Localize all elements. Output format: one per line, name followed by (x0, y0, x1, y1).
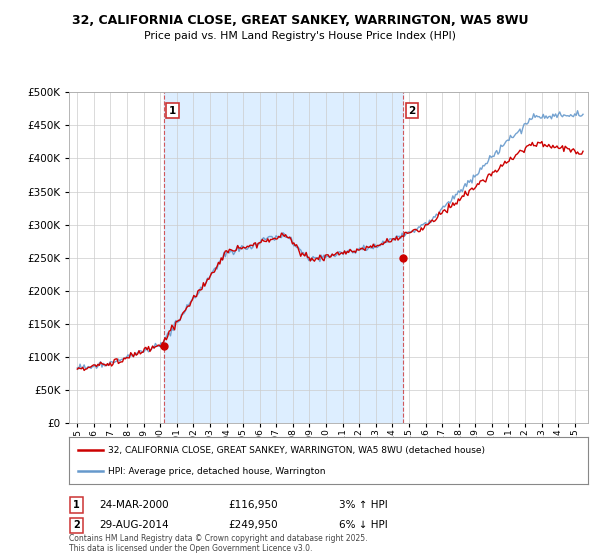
Text: 2: 2 (73, 520, 80, 530)
Text: 24-MAR-2000: 24-MAR-2000 (99, 500, 169, 510)
Text: 6% ↓ HPI: 6% ↓ HPI (339, 520, 388, 530)
Text: £249,950: £249,950 (228, 520, 278, 530)
Text: 1: 1 (73, 500, 80, 510)
Bar (164, 92, 403, 423)
Text: 32, CALIFORNIA CLOSE, GREAT SANKEY, WARRINGTON, WA5 8WU (detached house): 32, CALIFORNIA CLOSE, GREAT SANKEY, WARR… (108, 446, 485, 455)
Text: 29-AUG-2014: 29-AUG-2014 (99, 520, 169, 530)
Text: HPI: Average price, detached house, Warrington: HPI: Average price, detached house, Warr… (108, 466, 325, 475)
Text: £116,950: £116,950 (228, 500, 278, 510)
Text: 3% ↑ HPI: 3% ↑ HPI (339, 500, 388, 510)
Text: Price paid vs. HM Land Registry's House Price Index (HPI): Price paid vs. HM Land Registry's House … (144, 31, 456, 41)
Text: Contains HM Land Registry data © Crown copyright and database right 2025.
This d: Contains HM Land Registry data © Crown c… (69, 534, 367, 553)
Text: 2: 2 (408, 105, 416, 115)
Text: 32, CALIFORNIA CLOSE, GREAT SANKEY, WARRINGTON, WA5 8WU: 32, CALIFORNIA CLOSE, GREAT SANKEY, WARR… (72, 14, 528, 27)
Text: 1: 1 (169, 105, 176, 115)
